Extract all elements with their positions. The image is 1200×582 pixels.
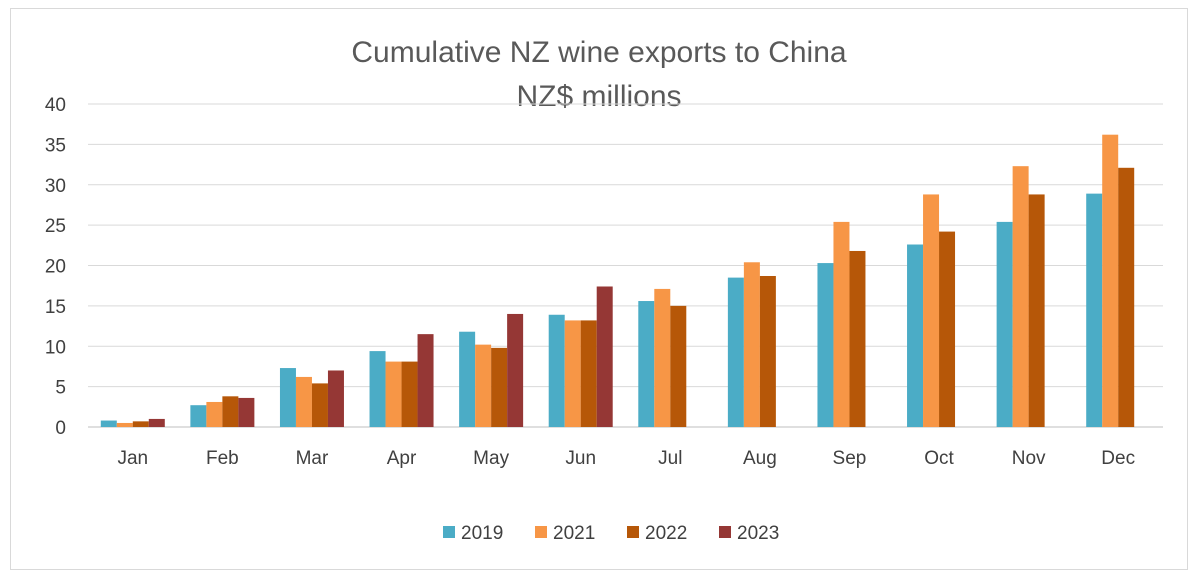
legend-swatch-2023	[719, 526, 731, 538]
bar-2022-oct	[939, 231, 956, 427]
bar-2019-apr	[369, 351, 386, 427]
bar-2023-apr	[417, 334, 434, 427]
bar-2021-jun	[564, 320, 581, 427]
y-tick-label: 0	[55, 418, 66, 439]
legend-label-2021: 2021	[553, 523, 595, 544]
y-axis-ticks: 0 5 10 15 20 25 30 35 40	[45, 95, 66, 439]
bar-2019-mar	[279, 368, 296, 427]
x-tick-label: Jul	[658, 448, 682, 469]
legend: 2019 2021 2022 2023	[443, 523, 779, 544]
bar-2022-jun	[580, 320, 597, 427]
x-tick-label: Sep	[833, 448, 867, 469]
bar-2021-jul	[654, 288, 671, 427]
bar-2022-mar	[311, 383, 328, 427]
bar-2021-aug	[743, 262, 760, 427]
bar-2019-jun	[548, 314, 565, 427]
bar-2023-mar	[327, 370, 344, 427]
bar-2021-mar	[295, 376, 312, 427]
legend-label-2023: 2023	[737, 523, 779, 544]
bar-2021-feb	[206, 401, 223, 427]
bar-2022-dec	[1118, 167, 1135, 428]
y-tick-label: 20	[45, 257, 66, 278]
bar-2023-feb	[238, 397, 255, 427]
legend-label-2019: 2019	[461, 523, 503, 544]
bar-2022-jul	[670, 305, 687, 427]
bar-2021-sep	[833, 221, 850, 427]
legend-swatch-2019	[443, 526, 455, 538]
y-tick-label: 40	[45, 95, 66, 116]
x-tick-label: Mar	[296, 448, 329, 469]
bar-2019-aug	[727, 277, 744, 427]
y-tick-label: 30	[45, 176, 66, 197]
bar-2019-oct	[907, 244, 924, 427]
x-tick-label: Feb	[206, 448, 239, 469]
bar-2023-may	[507, 313, 524, 427]
x-tick-label: Aug	[743, 448, 777, 469]
bar-2023-jan	[148, 418, 165, 427]
y-tick-label: 25	[45, 216, 66, 237]
bars	[100, 134, 1135, 428]
bar-2021-jan	[116, 422, 133, 427]
legend-label-2022: 2022	[645, 523, 687, 544]
bar-2021-dec	[1102, 134, 1119, 427]
bar-2022-aug	[759, 275, 776, 427]
bar-2022-apr	[401, 361, 418, 427]
bar-2021-oct	[923, 194, 940, 427]
x-tick-label: Dec	[1101, 448, 1135, 469]
legend-swatch-2021	[535, 526, 547, 538]
bar-2019-nov	[996, 221, 1013, 427]
bar-2021-may	[475, 344, 492, 427]
bar-2022-feb	[222, 396, 239, 427]
bar-2019-feb	[190, 405, 207, 427]
bar-2022-sep	[849, 250, 866, 427]
bar-2022-jan	[132, 421, 149, 427]
bar-2022-may	[491, 347, 508, 427]
chart-title: Cumulative NZ wine exports to China	[351, 36, 847, 69]
bar-2023-jun	[596, 286, 613, 427]
bar-2021-nov	[1012, 166, 1029, 428]
bar-2022-nov	[1028, 194, 1045, 427]
x-tick-label: Nov	[1012, 448, 1046, 469]
bar-2019-jan	[100, 420, 117, 427]
bar-2019-dec	[1086, 193, 1103, 427]
y-tick-label: 35	[45, 135, 66, 156]
bar-2019-may	[459, 331, 476, 427]
chart-subtitle: NZ$ millions	[516, 80, 681, 113]
x-tick-label: May	[473, 448, 509, 469]
x-tick-label: Jun	[565, 448, 596, 469]
bar-2021-apr	[385, 361, 402, 427]
legend-swatch-2022	[627, 526, 639, 538]
y-tick-label: 15	[45, 297, 66, 318]
x-tick-label: Oct	[924, 448, 954, 469]
x-axis-ticks: Jan Feb Mar Apr May Jun Jul Aug Sep Oct Nov Dec	[117, 448, 1135, 469]
bar-2019-jul	[638, 301, 655, 427]
bar-2019-sep	[817, 263, 834, 427]
y-tick-label: 10	[45, 337, 66, 358]
x-tick-label: Apr	[387, 448, 417, 469]
gridlines	[88, 103, 1163, 428]
x-tick-label: Jan	[117, 448, 148, 469]
y-tick-label: 5	[55, 378, 66, 399]
